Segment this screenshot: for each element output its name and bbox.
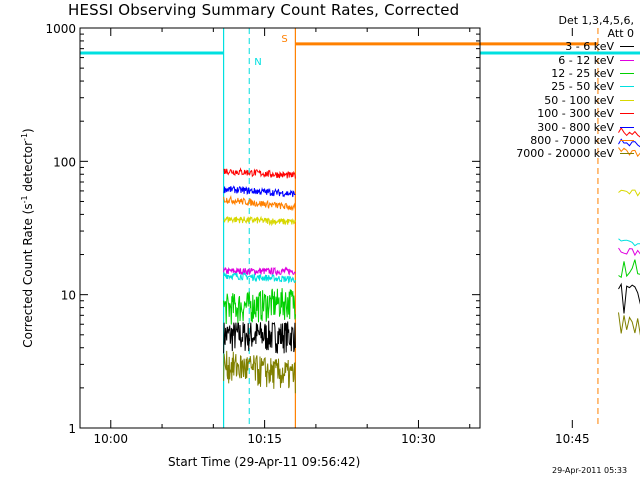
x-tick-label: 10:00	[93, 432, 128, 446]
y-tick-label: 10	[61, 289, 76, 303]
legend-item-label: 3 - 6 keV	[565, 40, 614, 54]
x-tick-label: 10:30	[401, 432, 436, 446]
series-line-seg1	[223, 185, 296, 198]
series-layer	[223, 127, 640, 394]
legend-item-label: 6 - 12 keV	[558, 53, 614, 67]
legend-swatch	[620, 46, 634, 48]
legend-item-label: 300 - 800 keV	[537, 120, 614, 134]
series-line-seg1	[223, 320, 296, 354]
legend-item: 7000 - 20000 keV	[478, 147, 634, 160]
y-tick-label: 100	[53, 155, 76, 169]
series-line-seg1	[223, 266, 296, 277]
legend-swatch	[620, 139, 634, 141]
chart-title: HESSI Observing Summary Count Rates, Cor…	[68, 1, 460, 19]
series-line-seg2	[618, 312, 640, 336]
legend-item-label: 12 - 25 keV	[551, 66, 614, 80]
y-tick-label: 1000	[45, 22, 76, 36]
night-flag-label: N	[254, 57, 261, 68]
legend: Det 1,3,4,5,6, Att 0 3 - 6 keV 6 - 12 keV…	[478, 14, 634, 161]
legend-item-label: 800 - 7000 keV	[530, 133, 614, 147]
legend-item: 300 - 800 keV	[478, 120, 634, 134]
legend-item: 12 - 25 keV	[478, 67, 634, 80]
axes-layer: 10:0010:1510:3010:4511:0011:1511:3011010…	[45, 22, 590, 446]
plot-frame	[79, 27, 481, 429]
x-axis-label: Start Time (29-Apr-11 09:56:42)	[168, 455, 361, 469]
legend-attenuator: Att 0	[607, 27, 634, 40]
series-line-seg2	[618, 189, 640, 197]
legend-item-label: 100 - 300 keV	[537, 107, 614, 121]
legend-swatch	[620, 72, 634, 74]
saa-flag-label: S	[281, 34, 287, 45]
legend-detectors: Det 1,3,4,5,6,	[558, 14, 634, 27]
legend-swatch	[620, 126, 634, 128]
legend-swatch	[620, 153, 634, 155]
series-line-seg1	[223, 288, 296, 325]
legend-item: 50 - 100 keV	[478, 94, 634, 107]
legend-swatch	[620, 59, 634, 61]
series-line-seg1	[223, 271, 296, 284]
legend-item: 25 - 50 keV	[478, 80, 634, 93]
legend-item: 6 - 12 keV	[478, 53, 634, 67]
series-line-seg1	[223, 350, 296, 394]
legend-swatch	[620, 113, 634, 115]
legend-item: 800 - 7000 keV	[478, 134, 634, 147]
series-line-seg1	[223, 195, 296, 212]
legend-item-label: 50 - 100 keV	[544, 93, 614, 107]
legend-swatch	[620, 86, 634, 88]
legend-item: 100 - 300 keV	[478, 107, 634, 120]
legend-item-label: 7000 - 20000 keV	[516, 147, 614, 161]
series-line-seg1	[223, 167, 296, 179]
series-line-seg1	[223, 215, 296, 227]
legend-item: 3 - 6 keV	[478, 40, 634, 53]
legend-swatch	[620, 99, 634, 101]
legend-item-label: 25 - 50 keV	[551, 80, 614, 94]
timestamp: 29-Apr-2011 05:33	[552, 466, 628, 475]
x-tick-label: 10:15	[247, 432, 282, 446]
y-tick-label: 1	[68, 422, 76, 436]
y-axis-label: Corrected Count Rate (s-1 detector-1)	[20, 128, 35, 347]
x-tick-label: 10:45	[555, 432, 590, 446]
